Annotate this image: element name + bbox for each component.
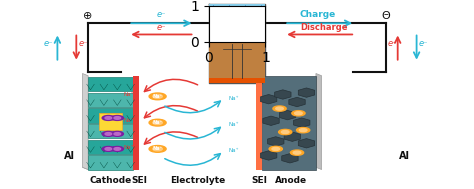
Bar xyxy=(133,76,139,170)
Text: Al: Al xyxy=(399,151,410,161)
Circle shape xyxy=(276,107,283,110)
Polygon shape xyxy=(289,97,305,107)
Bar xyxy=(88,93,133,107)
Polygon shape xyxy=(298,88,315,97)
Polygon shape xyxy=(261,94,277,104)
Circle shape xyxy=(111,115,123,120)
Bar xyxy=(88,155,133,170)
Text: Anode: Anode xyxy=(275,176,307,185)
Bar xyxy=(88,124,133,138)
Text: Na⁺: Na⁺ xyxy=(123,92,134,97)
Polygon shape xyxy=(263,116,279,125)
Text: Na⁺: Na⁺ xyxy=(228,122,239,127)
Circle shape xyxy=(295,112,302,115)
Bar xyxy=(88,139,133,154)
Circle shape xyxy=(149,93,166,100)
Text: SEI: SEI xyxy=(131,176,147,185)
Text: Discharge: Discharge xyxy=(301,23,348,32)
Polygon shape xyxy=(82,74,88,170)
Polygon shape xyxy=(82,167,133,170)
Text: Na⁺: Na⁺ xyxy=(228,148,239,153)
Polygon shape xyxy=(298,139,315,148)
Text: e⁻: e⁻ xyxy=(79,39,88,48)
Circle shape xyxy=(153,94,162,98)
Text: Θ: Θ xyxy=(382,11,390,21)
Text: Electrolyte: Electrolyte xyxy=(170,176,225,185)
Circle shape xyxy=(297,128,310,133)
Polygon shape xyxy=(279,110,296,120)
Circle shape xyxy=(102,132,115,136)
Polygon shape xyxy=(267,137,284,146)
Circle shape xyxy=(293,151,301,154)
Bar xyxy=(100,113,122,130)
Polygon shape xyxy=(282,154,298,163)
Circle shape xyxy=(114,133,120,135)
Circle shape xyxy=(153,147,162,151)
Polygon shape xyxy=(274,90,291,99)
Circle shape xyxy=(292,111,305,116)
Circle shape xyxy=(153,121,162,125)
Text: ⊕: ⊕ xyxy=(83,11,93,21)
Circle shape xyxy=(111,146,123,151)
Text: Na⁺: Na⁺ xyxy=(228,96,239,101)
Circle shape xyxy=(273,106,286,111)
Text: e⁻: e⁻ xyxy=(43,39,53,48)
Text: Charge: Charge xyxy=(299,9,336,19)
Text: Na⁺: Na⁺ xyxy=(123,118,134,123)
Circle shape xyxy=(149,146,166,152)
Text: Na⁺: Na⁺ xyxy=(153,94,163,99)
Text: Cathode: Cathode xyxy=(89,176,131,185)
Text: e⁻: e⁻ xyxy=(387,39,397,48)
Bar xyxy=(262,76,316,170)
Bar xyxy=(209,42,265,83)
Circle shape xyxy=(102,146,115,151)
Circle shape xyxy=(291,150,304,155)
Circle shape xyxy=(114,148,120,150)
Text: Na⁺: Na⁺ xyxy=(153,146,163,151)
Bar xyxy=(209,5,265,42)
Circle shape xyxy=(269,146,283,152)
Circle shape xyxy=(272,147,280,150)
Circle shape xyxy=(279,129,292,135)
Circle shape xyxy=(149,119,166,126)
Polygon shape xyxy=(316,74,321,170)
Circle shape xyxy=(111,132,123,136)
Text: Na⁺: Na⁺ xyxy=(153,120,163,125)
Text: Na⁺: Na⁺ xyxy=(123,145,134,149)
Polygon shape xyxy=(284,132,301,141)
Text: e⁻: e⁻ xyxy=(156,9,166,19)
Circle shape xyxy=(105,148,112,150)
Bar xyxy=(88,108,133,123)
Text: e⁻: e⁻ xyxy=(156,23,166,32)
Polygon shape xyxy=(261,151,277,160)
Circle shape xyxy=(114,117,120,119)
Circle shape xyxy=(102,115,115,120)
Bar xyxy=(209,78,265,83)
Circle shape xyxy=(282,131,289,133)
Polygon shape xyxy=(293,118,310,127)
Bar xyxy=(209,34,265,42)
Text: Al: Al xyxy=(64,151,75,161)
Text: e⁻: e⁻ xyxy=(419,39,428,48)
Text: SEI: SEI xyxy=(252,176,268,185)
Circle shape xyxy=(105,133,112,135)
Circle shape xyxy=(105,117,112,119)
Circle shape xyxy=(300,129,307,132)
Bar xyxy=(256,76,262,170)
Bar xyxy=(88,77,133,91)
